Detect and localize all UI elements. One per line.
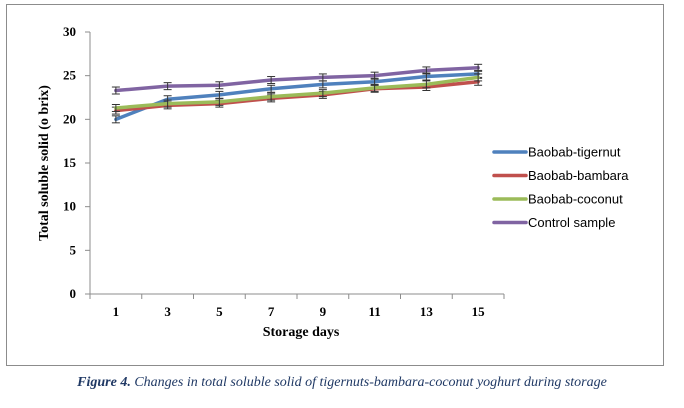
series-line	[114, 75, 480, 110]
legend-label: Baobab-tigernut	[528, 145, 621, 160]
y-tick-label: 0	[70, 286, 77, 301]
y-tick-label: 15	[63, 155, 77, 170]
x-tick-label: 5	[216, 304, 223, 319]
series-line	[114, 66, 480, 93]
x-tick-label: 15	[472, 304, 486, 319]
caption-text: Changes in total soluble solid of tigern…	[134, 375, 607, 390]
y-tick-label: 30	[63, 24, 76, 39]
y-tick-label: 10	[63, 199, 76, 214]
x-tick-label: 7	[268, 304, 275, 319]
series-line	[114, 72, 480, 122]
y-tick-label: 5	[70, 242, 77, 257]
x-tick-label: 3	[164, 304, 171, 319]
y-axis-title: Total soluble solid (o brix)	[37, 85, 52, 241]
y-tick-label: 20	[63, 111, 76, 126]
figure-frame	[6, 4, 664, 366]
x-tick-label: 11	[368, 304, 380, 319]
x-tick-label: 13	[420, 304, 434, 319]
figure-caption: Figure 4. Changes in total soluble solid…	[0, 375, 684, 391]
x-tick-label: 1	[113, 304, 120, 319]
legend-label: Control sample	[528, 215, 615, 230]
x-axis-title: Storage days	[263, 325, 340, 340]
legend-label: Baobab-bambara	[528, 168, 629, 183]
x-tick-label: 9	[320, 304, 327, 319]
y-tick-label: 25	[63, 68, 77, 83]
caption-label: Figure 4.	[77, 375, 131, 390]
legend-label: Baobab-coconut	[528, 192, 623, 207]
